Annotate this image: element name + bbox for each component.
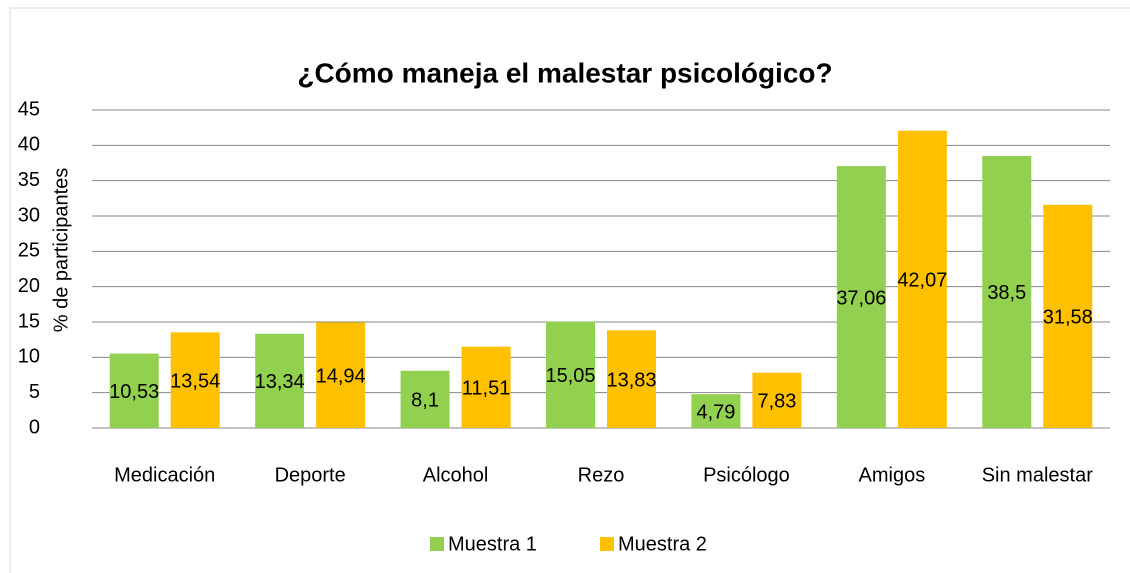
- x-tick-label: Medicación: [114, 464, 215, 486]
- data-label: 15,05: [545, 365, 595, 387]
- data-label: 37,06: [836, 287, 886, 309]
- bar: [170, 332, 220, 428]
- bar: [255, 333, 305, 428]
- bar: [109, 353, 159, 428]
- y-tick-label: 0: [29, 416, 40, 438]
- data-label: 11,51: [462, 378, 511, 400]
- bar: [607, 330, 656, 428]
- data-label: 13,83: [606, 369, 656, 391]
- y-tick-label: 20: [18, 275, 40, 297]
- data-label: 7,83: [757, 391, 796, 413]
- bar: [461, 346, 511, 428]
- x-tick-label: Deporte: [275, 464, 346, 486]
- data-label: 10,53: [109, 381, 159, 403]
- data-label: 4,79: [696, 401, 735, 423]
- chart-title: ¿Cómo maneja el malestar psicológico?: [297, 57, 832, 88]
- legend-label: Muestra 2: [618, 533, 707, 555]
- data-label: 13,54: [170, 370, 220, 392]
- x-tick-label: Amigos: [859, 464, 926, 486]
- x-tick-label: Rezo: [578, 464, 625, 486]
- y-tick-label: 45: [18, 98, 40, 120]
- legend-swatch: [600, 537, 614, 551]
- data-label: 42,07: [897, 270, 947, 292]
- y-tick-label: 10: [18, 346, 40, 368]
- bar: [691, 394, 741, 428]
- y-tick-label: 35: [18, 169, 40, 191]
- bar: [1043, 204, 1093, 428]
- x-tick-label: Psicólogo: [703, 464, 790, 486]
- y-tick-label: 40: [18, 134, 40, 156]
- y-axis-title-bg: [48, 132, 78, 362]
- chart-frame: [9, 7, 1130, 573]
- y-tick-label: 15: [18, 310, 40, 332]
- legend-label: Muestra 1: [448, 533, 537, 555]
- bar: [546, 321, 595, 428]
- y-tick-label: 5: [29, 381, 40, 403]
- x-tick-label: Alcohol: [423, 464, 489, 486]
- data-label: 38,5: [987, 282, 1026, 304]
- bar: [752, 372, 802, 428]
- bar: [897, 130, 947, 429]
- y-tick-label: 30: [18, 204, 40, 226]
- bar: [982, 155, 1032, 428]
- bar: [400, 370, 450, 428]
- bar: [836, 166, 886, 429]
- legend-swatch: [430, 537, 444, 551]
- data-label: 13,34: [255, 371, 305, 393]
- x-tick-label: Sin malestar: [982, 464, 1093, 486]
- y-axis-title: % de participantes: [50, 168, 72, 333]
- data-label: 31,58: [1043, 307, 1093, 329]
- bar: [316, 322, 366, 428]
- y-tick-label: 25: [18, 240, 40, 262]
- data-label: 8,1: [411, 390, 439, 412]
- data-label: 14,94: [316, 365, 366, 387]
